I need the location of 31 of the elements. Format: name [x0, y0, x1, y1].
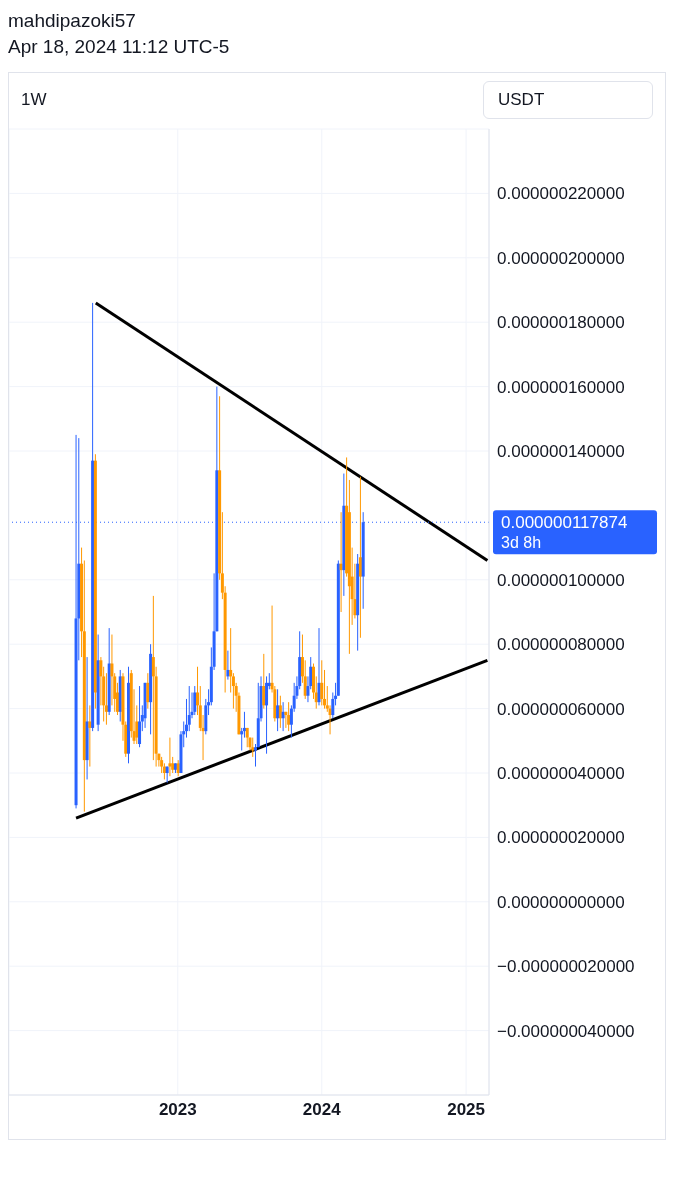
- x-tick-label: 2024: [302, 1100, 342, 1120]
- y-tick-label: 0.000000060000: [497, 699, 625, 719]
- y-tick-label: 0.000000200000: [497, 248, 625, 268]
- y-tick-label: 0.000000100000: [497, 570, 625, 590]
- y-tick-label: 0.000000220000: [497, 184, 625, 204]
- y-tick-label: 0.000000140000: [497, 442, 625, 462]
- text: 3d 8h: [501, 534, 542, 552]
- x-tick-label: 2025: [447, 1100, 486, 1120]
- y-tick-label: −0.000000040000: [497, 1021, 635, 1041]
- y-tick-label: 0.000000080000: [497, 635, 625, 655]
- ref-line-label: 0.000000117874: [501, 513, 628, 533]
- x-tick-label: 2023: [158, 1100, 197, 1120]
- candlestick: [193, 685, 197, 716]
- candlestick: [262, 653, 266, 710]
- y-tick-label: 0.000000040000: [497, 764, 625, 784]
- candlestick: [265, 675, 269, 755]
- y-tick-label: 0.000000000000: [497, 892, 625, 912]
- candlestick: [226, 650, 230, 681]
- text: mahdipazoki57: [8, 9, 137, 33]
- y-tick-label: 0.000000180000: [497, 313, 625, 333]
- candlestick: [276, 688, 280, 732]
- candlestick: [146, 672, 150, 710]
- chart-title: 1W: [21, 90, 47, 110]
- text: Apr 18, 2024 11:12 UTC-5: [8, 35, 231, 59]
- y-tick-label: 0.000000160000: [497, 377, 625, 397]
- candlestick: [88, 704, 92, 768]
- candlestick: [138, 685, 142, 748]
- y-tick-label: 0.000000020000: [497, 828, 625, 848]
- candlestick: [320, 659, 324, 706]
- y-tick-label: −0.000000020000: [497, 957, 635, 977]
- y-axis-title: USDT: [483, 81, 653, 119]
